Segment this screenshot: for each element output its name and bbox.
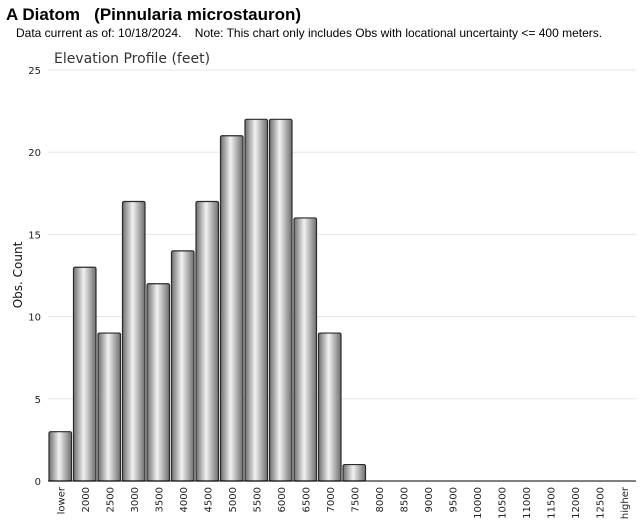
y-tick-label: 25 xyxy=(28,66,41,77)
data-note: Data current as of: 10/18/2024. Note: Th… xyxy=(16,26,603,40)
x-tick-label: 10500 xyxy=(497,487,508,519)
x-tick-label: 2000 xyxy=(81,487,92,512)
page-title: A Diatom (Pinnularia microstauron) xyxy=(6,5,302,24)
bar xyxy=(219,135,244,482)
x-tick-label: 12000 xyxy=(571,487,582,519)
x-tick-label: 7500 xyxy=(350,487,361,512)
x-tick-label: 5000 xyxy=(228,487,239,512)
x-tick-label: lower xyxy=(56,486,67,514)
axes: 0 5 10 15 20 25 lower 2000 2500 3000 3500 4000 4500 5… xyxy=(28,66,636,519)
bar xyxy=(72,266,97,482)
y-tick-label: 5 xyxy=(35,395,41,406)
bar xyxy=(170,250,195,482)
chart-title: Elevation Profile (feet) xyxy=(54,51,210,67)
y-tick-label: 20 xyxy=(28,148,41,159)
bar xyxy=(317,332,342,482)
x-tick-label: 10000 xyxy=(473,487,484,519)
bar xyxy=(97,332,122,482)
x-tick-label: 9000 xyxy=(424,487,435,512)
bars xyxy=(48,118,367,482)
x-tick-label: 7000 xyxy=(326,487,337,512)
x-tick-label: 12500 xyxy=(595,487,606,519)
x-tick-label: 4000 xyxy=(179,487,190,512)
x-tick-label: higher xyxy=(620,486,631,519)
x-tick-label: 6000 xyxy=(277,487,288,512)
x-tick-label: 3000 xyxy=(130,487,141,512)
x-tick-label: 3500 xyxy=(154,487,165,512)
bar xyxy=(244,118,269,482)
x-tick-label: 8000 xyxy=(375,487,386,512)
y-tick-label: 10 xyxy=(28,313,41,324)
y-tick-label: 15 xyxy=(28,230,41,241)
x-tick-label: 6500 xyxy=(301,487,312,512)
y-tick-label: 0 xyxy=(35,477,41,488)
bar xyxy=(146,283,171,482)
bar xyxy=(342,463,367,482)
x-tick-label: 2500 xyxy=(105,487,116,512)
gridlines xyxy=(48,69,636,400)
bar xyxy=(121,200,146,482)
x-tick-label: 5500 xyxy=(252,487,263,512)
bar xyxy=(48,431,73,482)
bar xyxy=(195,200,220,482)
x-tick-label: 9500 xyxy=(448,487,459,512)
bar xyxy=(293,217,318,482)
x-tick-label: 11000 xyxy=(522,487,533,519)
x-tick-label: 8500 xyxy=(399,487,410,512)
x-tick-label: 4500 xyxy=(203,487,214,512)
x-tick-label: 11500 xyxy=(546,487,557,519)
bar xyxy=(268,118,293,482)
y-axis-label: Obs. Count xyxy=(11,241,25,308)
